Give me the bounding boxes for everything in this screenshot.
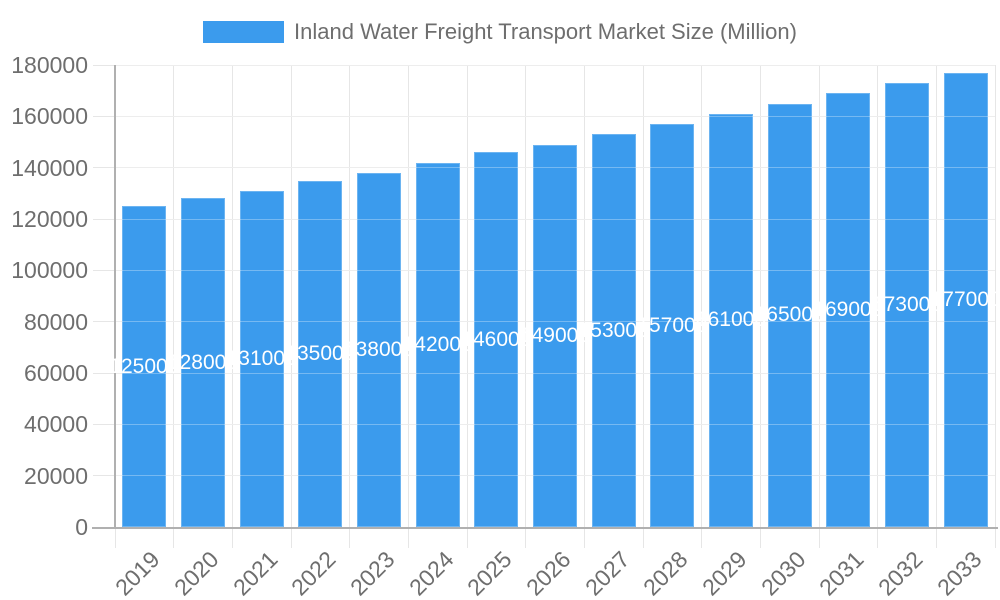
x-tick-label: 2026: [520, 546, 576, 600]
x-tick-label: 2022: [286, 546, 341, 600]
bar-2031[interactable]: [826, 93, 871, 527]
v-gridline: [525, 65, 527, 548]
y-tick-label: 100000: [11, 257, 88, 284]
h-gridline-overlay: [115, 423, 995, 425]
v-gridline: [349, 65, 351, 548]
x-tick-label: 2020: [168, 546, 224, 600]
bar-2032[interactable]: [885, 82, 929, 527]
v-gridline: [173, 65, 175, 548]
bar-2025[interactable]: [474, 152, 519, 527]
legend-swatch: [203, 21, 285, 43]
bar-2019[interactable]: [122, 206, 167, 527]
y-axis-line: [114, 65, 116, 529]
h-gridline-overlay: [115, 475, 995, 477]
bar-2023[interactable]: [357, 172, 401, 527]
legend[interactable]: Inland Water Freight Transport Market Si…: [0, 17, 1000, 47]
v-gridline: [466, 65, 468, 548]
y-tick-label: 80000: [24, 308, 88, 335]
h-gridline: [93, 115, 995, 117]
v-gridline: [701, 65, 703, 548]
h-gridline-overlay: [115, 218, 995, 220]
v-gridline: [994, 65, 996, 548]
bar-2020[interactable]: [181, 198, 225, 527]
x-tick-label: 2029: [696, 546, 752, 600]
bar-2024[interactable]: [415, 162, 460, 527]
h-gridline-overlay: [115, 321, 995, 323]
h-gridline: [93, 64, 995, 66]
v-gridline: [642, 65, 644, 548]
y-tick-label: 160000: [11, 103, 88, 130]
bar-2030[interactable]: [767, 103, 812, 527]
h-gridline-overlay: [115, 167, 995, 169]
bar-2029[interactable]: [709, 113, 753, 527]
legend-label: Inland Water Freight Transport Market Si…: [294, 19, 797, 44]
bar-2027[interactable]: [591, 134, 636, 527]
v-gridline: [818, 65, 820, 548]
h-gridline-overlay: [115, 64, 995, 66]
x-tick-label: 2019: [110, 546, 165, 600]
y-tick-label: 60000: [24, 360, 88, 386]
y-tick-label: 120000: [11, 206, 88, 232]
h-gridline-overlay: [115, 115, 995, 117]
bar-2022[interactable]: [298, 180, 343, 527]
bar-2026[interactable]: [533, 144, 577, 527]
bar-2028[interactable]: [650, 124, 695, 527]
y-tick-label: 180000: [11, 52, 88, 78]
x-tick-label: 2030: [755, 546, 811, 600]
x-tick-label: 2021: [227, 546, 283, 600]
x-tick-label: 2025: [462, 546, 517, 600]
x-tick-label: 2028: [638, 546, 693, 600]
v-gridline: [290, 65, 292, 548]
y-tick-label: 20000: [24, 462, 88, 489]
y-tick-label: 40000: [24, 411, 88, 438]
v-gridline: [407, 65, 409, 548]
v-gridline: [935, 65, 937, 548]
x-tick-label: 2023: [344, 546, 400, 600]
y-tick-label: 140000: [11, 154, 88, 181]
h-gridline-overlay: [115, 269, 995, 271]
x-axis-line: [92, 527, 998, 529]
v-gridline: [231, 65, 233, 548]
x-tick-label: 2027: [579, 546, 635, 600]
y-tick-label: 0: [75, 514, 88, 540]
bar-2021[interactable]: [239, 190, 284, 527]
x-tick-label: 2031: [814, 546, 869, 600]
x-tick-label: 2032: [872, 546, 928, 600]
v-gridline: [759, 65, 761, 548]
x-tick-label: 2024: [403, 546, 459, 600]
h-gridline-overlay: [115, 372, 995, 374]
v-gridline: [877, 65, 879, 548]
v-gridline: [583, 65, 585, 548]
x-tick-label: 2033: [931, 546, 987, 600]
bar-2033[interactable]: [943, 72, 988, 527]
